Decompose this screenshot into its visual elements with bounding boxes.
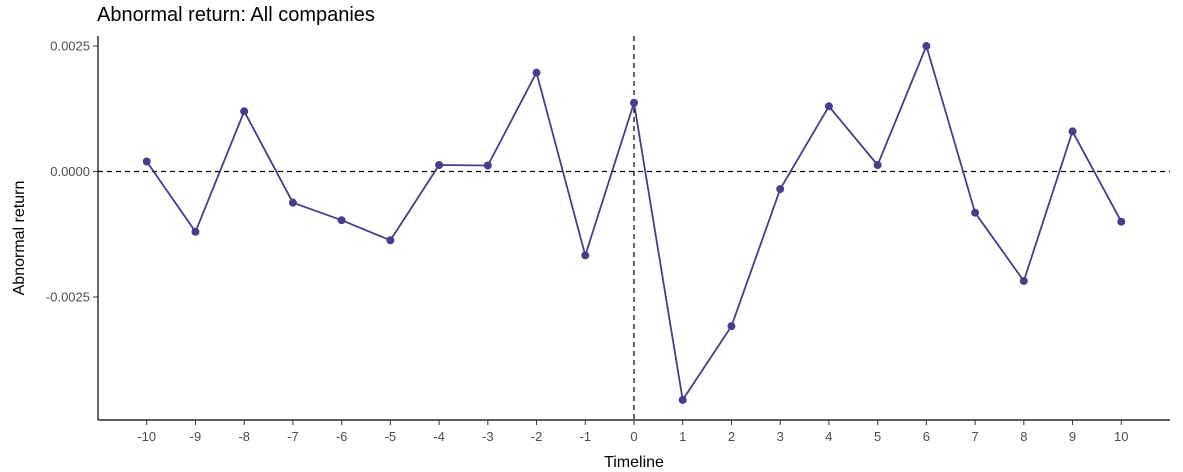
data-point bbox=[824, 102, 833, 111]
x-tick-label: 3 bbox=[777, 429, 784, 444]
data-point bbox=[776, 185, 785, 194]
x-tick-label: 6 bbox=[923, 429, 930, 444]
data-point bbox=[435, 161, 444, 170]
data-point bbox=[142, 157, 151, 166]
data-point bbox=[581, 251, 590, 260]
x-axis-ticks: -10 -9 -8 -7 -6 -5 -4 -3 -2 -1 0 1 2 3 4 5 6 7 8 9 10 bbox=[137, 420, 1129, 444]
data-point bbox=[240, 107, 249, 116]
x-tick-label: 1 bbox=[679, 429, 686, 444]
data-point bbox=[727, 322, 736, 331]
data-point bbox=[1019, 276, 1028, 285]
x-tick-label: 0 bbox=[630, 429, 637, 444]
x-tick-label: -2 bbox=[531, 429, 543, 444]
x-tick-label: 2 bbox=[728, 429, 735, 444]
y-axis-title: Abnormal return bbox=[11, 181, 28, 296]
x-tick-label: -5 bbox=[385, 429, 397, 444]
data-point bbox=[1068, 127, 1077, 136]
x-tick-label: 7 bbox=[971, 429, 978, 444]
data-point bbox=[873, 161, 882, 170]
y-tick-label: -0.0025 bbox=[46, 290, 90, 305]
chart-title: Abnormal return: All companies bbox=[97, 4, 375, 26]
x-tick-label: 10 bbox=[1114, 429, 1128, 444]
x-tick-label: -10 bbox=[137, 429, 156, 444]
x-axis-title: Timeline bbox=[604, 454, 664, 471]
x-tick-label: -7 bbox=[287, 429, 299, 444]
data-point bbox=[337, 216, 346, 225]
reference-lines bbox=[98, 36, 1170, 420]
data-point bbox=[386, 236, 395, 245]
data-point bbox=[1117, 217, 1126, 226]
y-axis-ticks: 0.0025 0.0000 -0.0025 bbox=[46, 39, 98, 305]
x-tick-label: -6 bbox=[336, 429, 348, 444]
data-point bbox=[922, 42, 931, 51]
x-tick-label: -1 bbox=[579, 429, 591, 444]
x-tick-label: -3 bbox=[482, 429, 494, 444]
data-point bbox=[971, 208, 980, 217]
x-tick-label: -4 bbox=[433, 429, 445, 444]
data-point bbox=[630, 98, 638, 107]
data-point bbox=[288, 198, 297, 207]
data-point bbox=[678, 395, 687, 404]
y-tick-label: 0.0025 bbox=[50, 39, 90, 54]
x-tick-label: 9 bbox=[1069, 429, 1076, 444]
y-tick-label: 0.0000 bbox=[50, 164, 90, 179]
x-tick-label: -9 bbox=[190, 429, 202, 444]
x-tick-label: 8 bbox=[1020, 429, 1027, 444]
data-point bbox=[532, 68, 541, 77]
series-layer bbox=[142, 42, 1126, 404]
x-tick-label: 5 bbox=[874, 429, 881, 444]
x-tick-label: 4 bbox=[825, 429, 832, 444]
data-point bbox=[191, 227, 200, 236]
x-tick-label: -8 bbox=[238, 429, 250, 444]
data-point bbox=[483, 161, 492, 170]
